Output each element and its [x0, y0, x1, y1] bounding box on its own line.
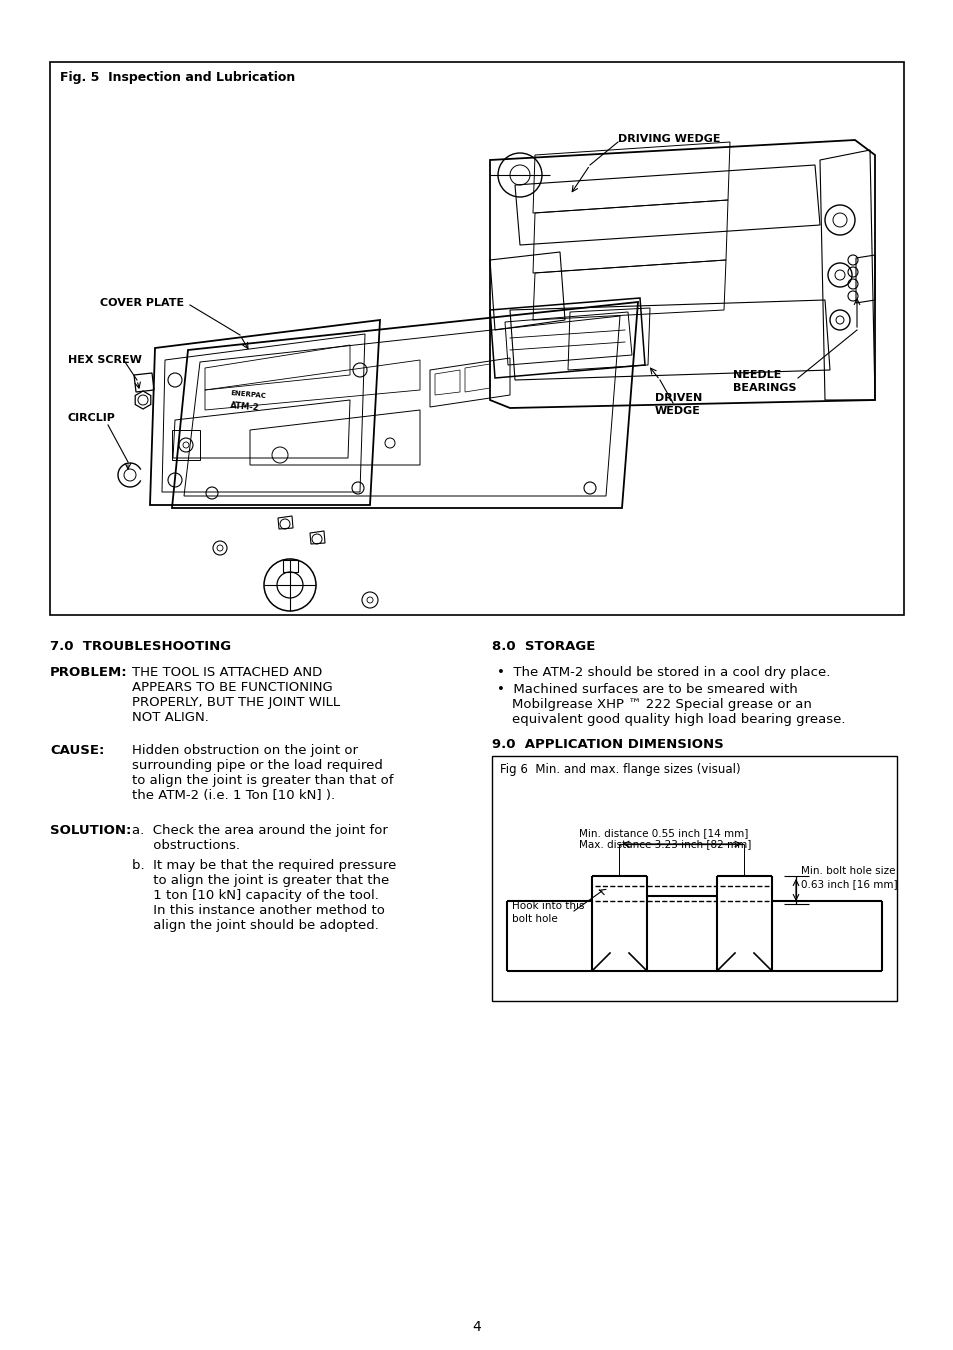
Text: to align the joint is greater that the: to align the joint is greater that the	[132, 873, 389, 887]
Text: 7.0  TROUBLESHOOTING: 7.0 TROUBLESHOOTING	[50, 640, 231, 653]
Text: Fig. 5  Inspection and Lubrication: Fig. 5 Inspection and Lubrication	[60, 72, 294, 84]
Text: the ATM-2 (i.e. 1 Ton [10 kN] ).: the ATM-2 (i.e. 1 Ton [10 kN] ).	[132, 788, 335, 802]
Text: 4: 4	[472, 1320, 481, 1334]
Text: Min. bolt hole size
0.63 inch [16 mm]: Min. bolt hole size 0.63 inch [16 mm]	[801, 865, 897, 890]
Text: Mobilgrease XHP ™ 222 Special grease or an: Mobilgrease XHP ™ 222 Special grease or …	[512, 698, 811, 711]
Text: NOT ALIGN.: NOT ALIGN.	[132, 711, 209, 724]
Text: NEEDLE
BEARINGS: NEEDLE BEARINGS	[732, 370, 796, 393]
Text: •  The ATM-2 should be stored in a cool dry place.: • The ATM-2 should be stored in a cool d…	[497, 666, 829, 679]
Text: Fig 6  Min. and max. flange sizes (visual): Fig 6 Min. and max. flange sizes (visual…	[499, 763, 740, 776]
Text: 1 ton [10 kN] capacity of the tool.: 1 ton [10 kN] capacity of the tool.	[132, 890, 378, 902]
Text: to align the joint is greater than that of: to align the joint is greater than that …	[132, 774, 393, 787]
Text: HEX SCREW: HEX SCREW	[68, 355, 142, 364]
Text: b.  It may be that the required pressure: b. It may be that the required pressure	[132, 859, 395, 872]
Text: PROPERLY, BUT THE JOINT WILL: PROPERLY, BUT THE JOINT WILL	[132, 697, 340, 709]
Text: a.  Check the area around the joint for: a. Check the area around the joint for	[132, 824, 388, 837]
Text: Max. distance 3.23 inch [82 mm]: Max. distance 3.23 inch [82 mm]	[578, 838, 751, 849]
Text: Hook into this
bolt hole: Hook into this bolt hole	[512, 900, 584, 925]
Text: Hidden obstruction on the joint or: Hidden obstruction on the joint or	[132, 744, 357, 757]
Text: In this instance another method to: In this instance another method to	[132, 904, 384, 917]
Text: 8.0  STORAGE: 8.0 STORAGE	[492, 640, 595, 653]
Text: obstructions.: obstructions.	[132, 838, 240, 852]
Text: align the joint should be adopted.: align the joint should be adopted.	[132, 919, 378, 931]
Text: DRIVEN
WEDGE: DRIVEN WEDGE	[655, 393, 701, 416]
Text: SOLUTION:: SOLUTION:	[50, 824, 132, 837]
Text: •  Machined surfaces are to be smeared with: • Machined surfaces are to be smeared wi…	[497, 683, 797, 697]
Bar	[50, 62, 903, 616]
Text: 9.0  APPLICATION DIMENSIONS: 9.0 APPLICATION DIMENSIONS	[492, 738, 723, 751]
Bar	[492, 756, 896, 1000]
Text: Min. distance 0.55 inch [14 mm]: Min. distance 0.55 inch [14 mm]	[578, 828, 748, 838]
Text: CIRCLIP: CIRCLIP	[68, 413, 115, 423]
Text: ATM-2: ATM-2	[230, 401, 260, 413]
Text: DRIVING WEDGE: DRIVING WEDGE	[618, 134, 720, 144]
Text: CAUSE:: CAUSE:	[50, 744, 104, 757]
Text: COVER PLATE: COVER PLATE	[100, 298, 184, 308]
Text: equivalent good quality high load bearing grease.: equivalent good quality high load bearin…	[512, 713, 844, 726]
Text: APPEARS TO BE FUNCTIONING: APPEARS TO BE FUNCTIONING	[132, 680, 333, 694]
Text: THE TOOL IS ATTACHED AND: THE TOOL IS ATTACHED AND	[132, 666, 322, 679]
Text: ENERPAC: ENERPAC	[230, 390, 266, 400]
Text: surrounding pipe or the load required: surrounding pipe or the load required	[132, 759, 382, 772]
Text: PROBLEM:: PROBLEM:	[50, 666, 128, 679]
